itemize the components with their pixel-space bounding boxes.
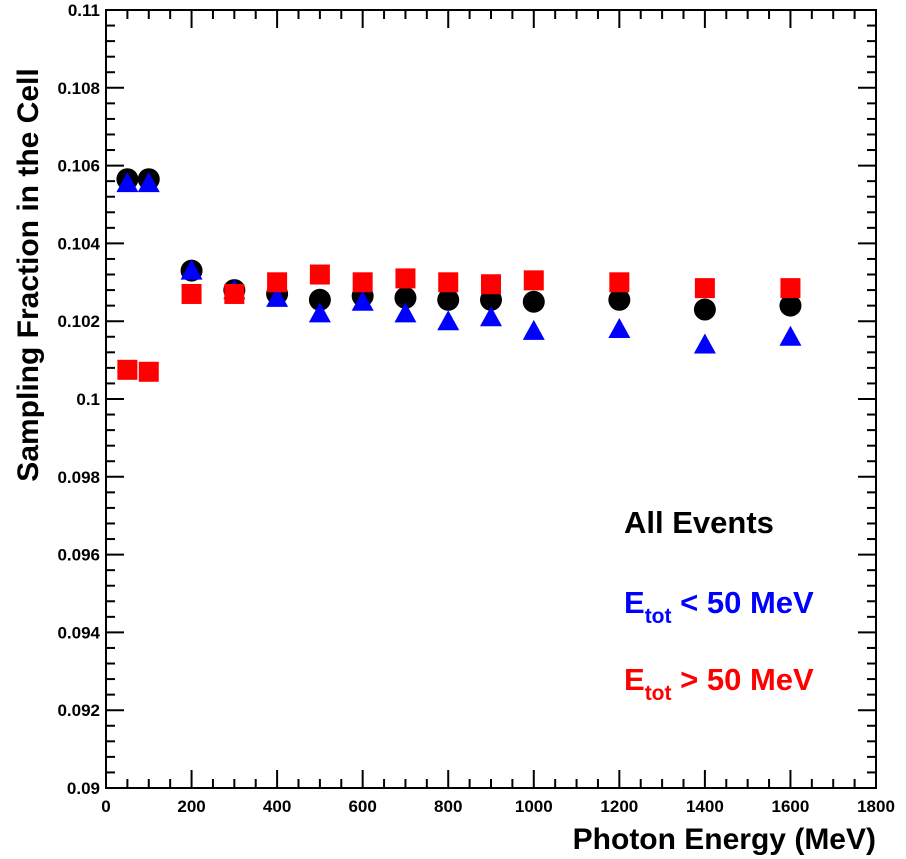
legend-entry: All Events (624, 505, 774, 540)
y-tick-label: 0.104 (57, 234, 100, 253)
data-point-triangle (180, 259, 203, 280)
data-point-square (352, 272, 373, 293)
y-tick-label: 0.108 (57, 79, 100, 98)
y-tick-label: 0.092 (57, 701, 100, 720)
data-point-circle (608, 288, 631, 311)
y-tick-label: 0.09 (67, 779, 100, 798)
data-point-square (224, 283, 245, 304)
data-point-triangle (351, 290, 374, 311)
data-point-square (309, 264, 330, 285)
y-tick-label: 0.106 (57, 157, 100, 176)
data-point-triangle (116, 172, 139, 193)
data-point-triangle (308, 302, 331, 323)
y-tick-label: 0.1 (76, 390, 100, 409)
x-tick-label: 200 (177, 797, 205, 816)
data-point-triangle (480, 306, 502, 327)
data-point-circle (437, 288, 460, 311)
data-point-square (780, 278, 801, 299)
data-point-square (138, 361, 159, 382)
x-tick-label: 1000 (515, 797, 553, 816)
x-tick-label: 0 (101, 797, 110, 816)
y-axis-title: Sampling Fraction in the Cell (12, 68, 45, 481)
data-point-triangle (394, 302, 417, 323)
legend: All Events Etot < 50 MeV Etot > 50 MeV (624, 505, 814, 705)
data-point-circle (394, 286, 417, 309)
data-point-triangle (522, 319, 545, 340)
data-point-triangle (693, 333, 716, 354)
data-point-triangle (608, 317, 631, 338)
y-axis: 0.09 0.092 0.094 0.096 0.098 0.1 0.102 0.104 0.1… (57, 1, 876, 798)
x-tick-label: 400 (263, 797, 291, 816)
data-point-square (481, 274, 501, 295)
legend-entry: Etot < 50 MeV (624, 585, 814, 628)
data-point-circle (779, 294, 802, 317)
x-axis: 0 200 400 600 800 1000 1200 1400 1600 1800 (101, 10, 895, 816)
x-axis-title: Photon Energy (MeV) (573, 823, 876, 856)
data-point-square (267, 272, 288, 293)
data-point-square (523, 270, 544, 291)
x-tick-label: 800 (434, 797, 462, 816)
data-point-triangle (779, 325, 802, 346)
y-tick-label: 0.098 (57, 468, 100, 487)
data-point-square (609, 272, 630, 293)
x-tick-label: 1800 (857, 797, 895, 816)
y-tick-label: 0.094 (57, 623, 100, 642)
data-point-circle (693, 298, 716, 321)
x-tick-label: 600 (348, 797, 376, 816)
legend-entry: Etot > 50 MeV (624, 662, 814, 705)
data-point-triangle (437, 310, 460, 331)
data-point-square (117, 359, 138, 380)
data-point-square (181, 283, 202, 304)
data-point-square (395, 268, 416, 289)
data-point-triangle (266, 286, 289, 307)
data-points (116, 168, 802, 382)
data-point-square (438, 272, 459, 293)
data-point-circle (480, 288, 502, 311)
y-tick-label: 0.102 (57, 312, 100, 331)
x-tick-label: 1400 (686, 797, 724, 816)
x-tick-label: 1600 (772, 797, 810, 816)
data-point-square (694, 278, 715, 299)
data-point-circle (522, 290, 545, 313)
data-point-triangle (137, 172, 160, 193)
data-point-circle (308, 288, 331, 311)
y-tick-label: 0.096 (57, 546, 100, 565)
x-tick-label: 1200 (600, 797, 638, 816)
y-tick-label: 0.11 (68, 1, 100, 20)
